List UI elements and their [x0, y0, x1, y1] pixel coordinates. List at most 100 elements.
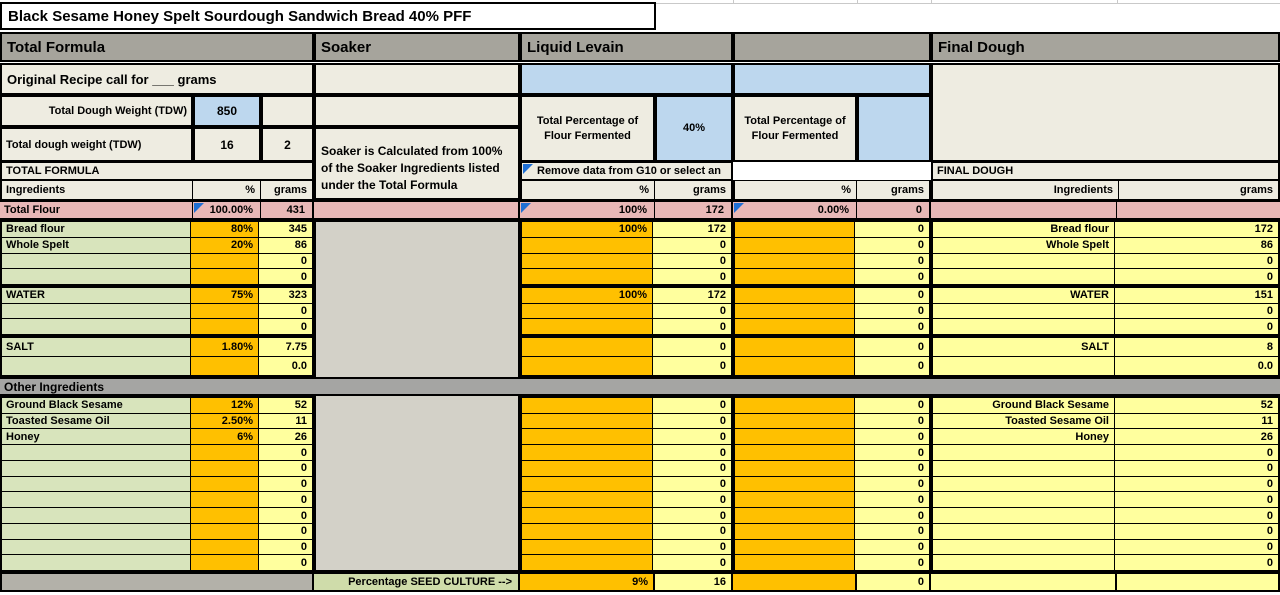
cell-fd-grams-cell[interactable]: 0: [1115, 445, 1278, 460]
cell-tf-ingredient-name[interactable]: [2, 269, 191, 284]
cell-tf-ingredient-name[interactable]: [2, 303, 191, 319]
cell-s2-grams-cell[interactable]: 0: [855, 539, 929, 555]
cell-tf-ingredient-name[interactable]: [2, 357, 191, 375]
cell-total-flour-name[interactable]: Total Flour: [0, 202, 193, 218]
cell-ll-percent-cell[interactable]: [522, 508, 653, 523]
cell-fd-ingredient-name[interactable]: WATER: [933, 288, 1115, 303]
cell-s2-percent-cell[interactable]: [735, 253, 855, 269]
cell-tf-grams-cell[interactable]: 26: [259, 429, 312, 445]
cell-fd-grams-cell[interactable]: 172: [1115, 222, 1278, 237]
cell-s2-grams-cell[interactable]: 0: [855, 237, 929, 253]
cell-tf-ingredient-name[interactable]: [2, 539, 191, 555]
cell-tf-percent-cell[interactable]: 2.50%: [191, 413, 259, 429]
cell-tf-percent-cell[interactable]: [191, 253, 259, 269]
cell-fd-ingredient-name[interactable]: SALT: [933, 338, 1115, 356]
cell-ll-grams-cell[interactable]: 0: [653, 460, 731, 476]
cell-soaker-pink[interactable]: [314, 202, 520, 218]
cell-s2-percent-cell[interactable]: [735, 445, 855, 460]
cell-ll-percent-cell[interactable]: [522, 460, 653, 476]
cell-ll-grams-cell[interactable]: 0: [653, 357, 731, 375]
cell-tf-ingredient-name[interactable]: Ground Black Sesame: [2, 398, 191, 413]
cell-seed-pct[interactable]: 9%: [520, 572, 655, 592]
cell-tf-grams-cell[interactable]: 7.75: [259, 338, 312, 356]
cell-s2-percent-cell[interactable]: [735, 288, 855, 303]
cell-s2-grams-cell[interactable]: 0: [855, 338, 929, 356]
cell-fd-ingredient-name[interactable]: [933, 492, 1115, 508]
cell-tf-ingredient-name[interactable]: [2, 445, 191, 460]
cell-fd-ingredient-name[interactable]: [933, 460, 1115, 476]
soaker-blank-cell[interactable]: [314, 63, 520, 95]
cell-section2-total-grams[interactable]: 0: [857, 202, 931, 218]
cell-ll-percent-cell[interactable]: [522, 492, 653, 508]
cell-fd-ingredient-name[interactable]: Honey: [933, 429, 1115, 445]
cell-ll-grams-cell[interactable]: 0: [653, 319, 731, 335]
cell-fd-grams-cell[interactable]: 0: [1115, 492, 1278, 508]
cell-tf-ingredient-name[interactable]: Honey: [2, 429, 191, 445]
levain-blue-band[interactable]: [520, 63, 733, 95]
cell-ll-percent-cell[interactable]: [522, 523, 653, 539]
cell-tf-ingredient-name[interactable]: SALT: [2, 338, 191, 356]
cell-ll-percent-cell[interactable]: [522, 303, 653, 319]
cell-s2-percent-cell[interactable]: [735, 222, 855, 237]
cell-fd-grams-cell[interactable]: 0: [1115, 303, 1278, 319]
cell-s2-grams-cell[interactable]: 0: [855, 445, 929, 460]
cell-tf-percent-cell[interactable]: [191, 492, 259, 508]
cell-fd-grams-cell[interactable]: 0: [1115, 508, 1278, 523]
tdw-value-2b[interactable]: 2: [261, 127, 314, 162]
cell-ll-grams-cell[interactable]: 0: [653, 539, 731, 555]
cell-fd-grams-cell[interactable]: 52: [1115, 398, 1278, 413]
cell-tf-grams-cell[interactable]: 0: [259, 253, 312, 269]
cell-ll-grams-cell[interactable]: 0: [653, 303, 731, 319]
cell-fd-ingredient-name[interactable]: [933, 508, 1115, 523]
cell-fd-ingredient-name[interactable]: Bread flour: [933, 222, 1115, 237]
cell-fd-grams-cell[interactable]: 0: [1115, 476, 1278, 492]
cell-tf-grams-cell[interactable]: 0: [259, 539, 312, 555]
cell-tf-percent-cell[interactable]: [191, 445, 259, 460]
cell-tf-percent-cell[interactable]: [191, 460, 259, 476]
cell-fd-ingredient-name[interactable]: [933, 539, 1115, 555]
cell-ll-percent-cell[interactable]: [522, 253, 653, 269]
cell-tf-grams-cell[interactable]: 0: [259, 476, 312, 492]
cell-tf-grams-cell[interactable]: 0: [259, 319, 312, 335]
cell-tf-grams-cell[interactable]: 0: [259, 555, 312, 571]
cell-fd-grams-cell[interactable]: 0.0: [1115, 357, 1278, 375]
cell-fd-ingredient-name[interactable]: [933, 445, 1115, 460]
cell-total-flour-pct[interactable]: 100.00%: [209, 204, 253, 216]
cell-s2-percent-cell[interactable]: [735, 357, 855, 375]
cell-tf-grams-cell[interactable]: 52: [259, 398, 312, 413]
cell-fd-total-name[interactable]: [931, 202, 1117, 218]
cell-ll-percent-cell[interactable]: [522, 237, 653, 253]
cell-fd-ingredient-name[interactable]: [933, 269, 1115, 284]
cell-ll-percent-cell[interactable]: [522, 429, 653, 445]
cell-ll-grams-cell[interactable]: 0: [653, 555, 731, 571]
cell-seed-s2-grams[interactable]: 0: [857, 572, 931, 592]
tdw-value-input[interactable]: 850: [193, 95, 261, 127]
cell-tf-percent-cell[interactable]: [191, 303, 259, 319]
cell-fd-ingredient-name[interactable]: Whole Spelt: [933, 237, 1115, 253]
cell-s2-grams-cell[interactable]: 0: [855, 492, 929, 508]
cell-s2-grams-cell[interactable]: 0: [855, 555, 929, 571]
cell-seed-fd-name[interactable]: [931, 572, 1117, 592]
cell-tf-percent-cell[interactable]: 75%: [191, 288, 259, 303]
cell-tf-percent-cell[interactable]: 20%: [191, 237, 259, 253]
cell-tf-percent-cell[interactable]: [191, 508, 259, 523]
cell-s2-percent-cell[interactable]: [735, 319, 855, 335]
cell-s2-grams-cell[interactable]: 0: [855, 413, 929, 429]
cell-fd-grams-cell[interactable]: 0: [1115, 253, 1278, 269]
cell-fd-ingredient-name[interactable]: Toasted Sesame Oil: [933, 413, 1115, 429]
cell-fd-ingredient-name[interactable]: [933, 476, 1115, 492]
cell-fd-ingredient-name[interactable]: [933, 523, 1115, 539]
cell-s2-percent-cell[interactable]: [735, 237, 855, 253]
cell-s2-grams-cell[interactable]: 0: [855, 222, 929, 237]
cell-tf-percent-cell[interactable]: 1.80%: [191, 338, 259, 356]
cell-ll-grams-cell[interactable]: 0: [653, 476, 731, 492]
soaker-blank-cell-2[interactable]: [314, 95, 520, 127]
cell-ll-grams-cell[interactable]: 0: [653, 253, 731, 269]
cell-tf-grams-cell[interactable]: 0: [259, 460, 312, 476]
cell-s2-percent-cell[interactable]: [735, 398, 855, 413]
cell-tf-percent-cell[interactable]: [191, 555, 259, 571]
cell-tf-ingredient-name[interactable]: Bread flour: [2, 222, 191, 237]
cell-levain-total-grams[interactable]: 172: [655, 202, 733, 218]
cell-fd-grams-cell[interactable]: 8: [1115, 338, 1278, 356]
cell-tf-percent-cell[interactable]: 80%: [191, 222, 259, 237]
